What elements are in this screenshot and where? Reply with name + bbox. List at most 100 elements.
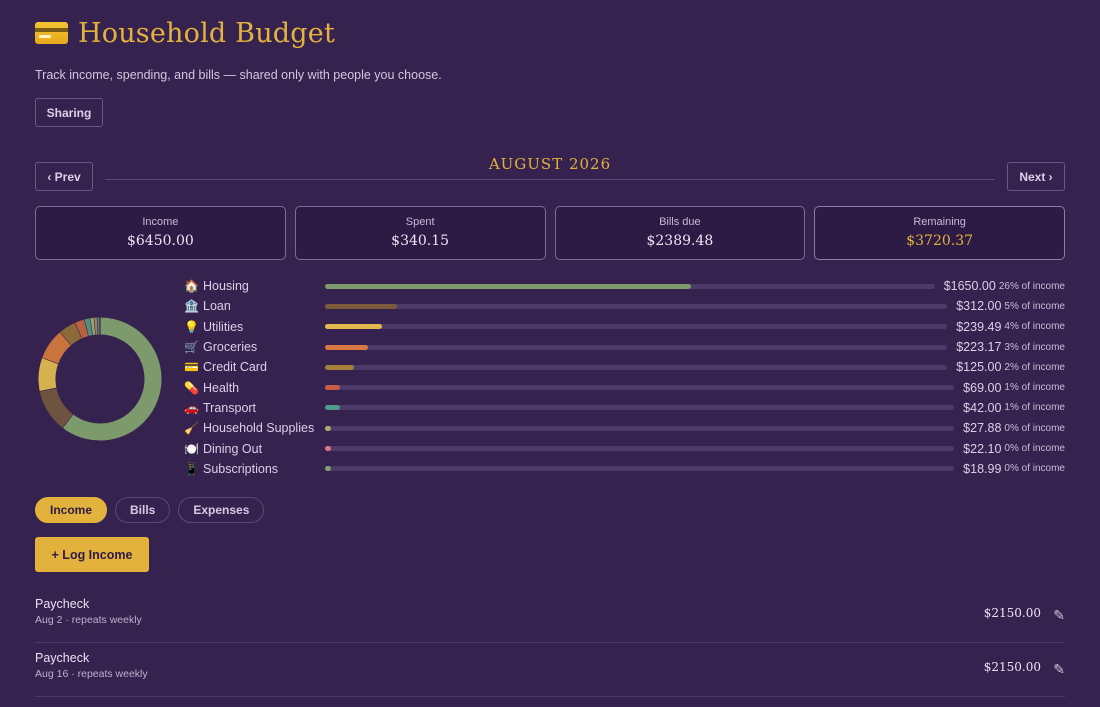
category-name: Groceries	[203, 340, 258, 355]
donut-slice	[42, 332, 72, 364]
category-bar	[325, 446, 955, 452]
category-amount: $239.49	[956, 319, 1002, 334]
spending-donut-chart	[38, 317, 162, 441]
stat-income: Income $6450.00	[35, 206, 286, 260]
category-bar-fill	[325, 324, 383, 330]
next-month-button[interactable]: Next ›	[1007, 162, 1065, 191]
category-percent: 2% of income	[1004, 361, 1065, 373]
category-bar-fill	[325, 385, 340, 391]
category-row: 🍽️ Dining Out $22.10 0% of income	[184, 438, 1065, 458]
log-income-button[interactable]: + Log Income	[35, 537, 149, 572]
category-bar	[325, 425, 955, 431]
stat-label: Income	[142, 216, 179, 228]
category-bar	[325, 283, 935, 289]
summary-stats: Income $6450.00 Spent $340.15 Bills due …	[35, 206, 1065, 260]
category-percent: 5% of income	[1004, 300, 1065, 312]
donut-slice	[39, 387, 74, 428]
category-name: Credit Card	[203, 360, 267, 375]
donut-slice	[75, 319, 89, 339]
credit-card-icon	[35, 22, 68, 44]
category-percent: 1% of income	[1004, 382, 1065, 394]
category-bar-fill	[325, 344, 369, 350]
category-name: Transport	[203, 400, 257, 415]
view-tabs: Income Bills Expenses	[35, 497, 265, 523]
category-percent: 0% of income	[1004, 422, 1065, 434]
tab-expenses[interactable]: Expenses	[178, 497, 265, 523]
category-name: Loan	[203, 299, 231, 314]
entry-amount: $2150.00	[983, 660, 1041, 674]
category-percent: 26% of income	[998, 280, 1065, 292]
entry-name: Paycheck	[35, 651, 90, 665]
category-icon: 🚗	[184, 400, 199, 415]
category-icon: 📱	[184, 461, 199, 476]
category-icon: 🧹	[184, 421, 199, 436]
category-bar-fill	[325, 303, 397, 309]
category-name: Subscriptions	[203, 461, 279, 476]
category-bar	[325, 303, 948, 309]
category-amount: $22.10	[963, 441, 1002, 456]
category-bar-fill	[325, 283, 691, 289]
category-row: 💳 Credit Card $125.00 2% of income	[184, 357, 1065, 377]
stat-label: Remaining	[913, 216, 966, 228]
income-list: Paycheck Aug 2 · repeats weekly $2150.00…	[35, 589, 1065, 697]
stat-spent: Spent $340.15	[294, 206, 546, 260]
header: Household Budget	[35, 14, 335, 52]
category-icon: 💊	[184, 380, 199, 395]
donut-slice	[84, 318, 94, 336]
category-icon: 💳	[184, 360, 199, 375]
tab-bills[interactable]: Bills	[115, 497, 171, 523]
category-amount: $223.17	[956, 340, 1002, 355]
category-percent: 4% of income	[1004, 321, 1065, 333]
category-name: Household Supplies	[203, 421, 315, 436]
page-title: Household Budget	[78, 17, 335, 49]
sharing-button[interactable]: Sharing	[35, 98, 103, 127]
entry-meta: Aug 16 · repeats weekly	[35, 668, 148, 680]
category-percent: 0% of income	[1004, 443, 1065, 455]
category-row: 🏦 Loan $312.00 5% of income	[184, 296, 1065, 316]
category-bar	[325, 466, 955, 472]
list-item: Paycheck Aug 16 · repeats weekly $2150.0…	[35, 643, 1065, 697]
prev-month-button[interactable]: ‹ Prev	[35, 162, 93, 191]
category-percent: 3% of income	[1004, 341, 1065, 353]
pencil-icon[interactable]: ✎	[1053, 661, 1065, 677]
stat-bills-due: Bills due $2389.48	[554, 206, 806, 260]
category-icon: 🍽️	[184, 441, 199, 456]
category-bar	[325, 344, 948, 350]
category-row: 🏠 Housing $1650.00 26% of income	[184, 276, 1065, 296]
category-amount: $312.00	[956, 299, 1002, 314]
donut-slice	[62, 317, 162, 441]
donut-slice	[38, 357, 59, 391]
page-subtitle: Track income, spending, and bills — shar…	[35, 68, 442, 82]
stat-label: Spent	[405, 216, 435, 228]
category-amount: $27.88	[963, 421, 1002, 436]
entry-meta: Aug 2 · repeats weekly	[35, 614, 142, 626]
month-navigation: AUGUST 2026 ‹ Prev Next ›	[35, 155, 1065, 191]
spending-breakdown: 🏠 Housing $1650.00 26% of income 🏦 Loan $312.0…	[35, 276, 1065, 476]
category-bar-fill	[325, 466, 332, 472]
category-amount: $69.00	[963, 380, 1002, 395]
category-row: 🧹 Household Supplies $27.88 0% of income	[184, 418, 1065, 438]
category-percent: 1% of income	[1004, 402, 1065, 414]
pencil-icon[interactable]: ✎	[1053, 607, 1065, 623]
category-amount: $18.99	[963, 461, 1002, 476]
category-percent: 0% of income	[1004, 463, 1065, 475]
stat-value: $340.15	[391, 233, 450, 249]
tab-income[interactable]: Income	[35, 497, 108, 523]
category-bar	[325, 405, 955, 411]
category-name: Utilities	[203, 319, 244, 334]
category-bar	[325, 364, 948, 370]
category-bar-fill	[325, 425, 332, 431]
category-bar-fill	[325, 446, 332, 452]
category-name: Housing	[203, 279, 249, 294]
category-amount: $125.00	[956, 360, 1002, 375]
stat-remaining: Remaining $3720.37	[814, 206, 1065, 260]
stat-label: Bills due	[659, 216, 701, 228]
stat-value: $2389.48	[646, 233, 714, 249]
list-item: Paycheck Aug 2 · repeats weekly $2150.00…	[35, 589, 1065, 643]
category-bar	[325, 385, 955, 391]
category-row: 💊 Health $69.00 1% of income	[184, 377, 1065, 397]
category-bar-fill	[325, 405, 340, 411]
month-divider	[105, 179, 995, 180]
category-name: Dining Out	[203, 441, 263, 456]
entry-amount: $2150.00	[983, 606, 1041, 620]
